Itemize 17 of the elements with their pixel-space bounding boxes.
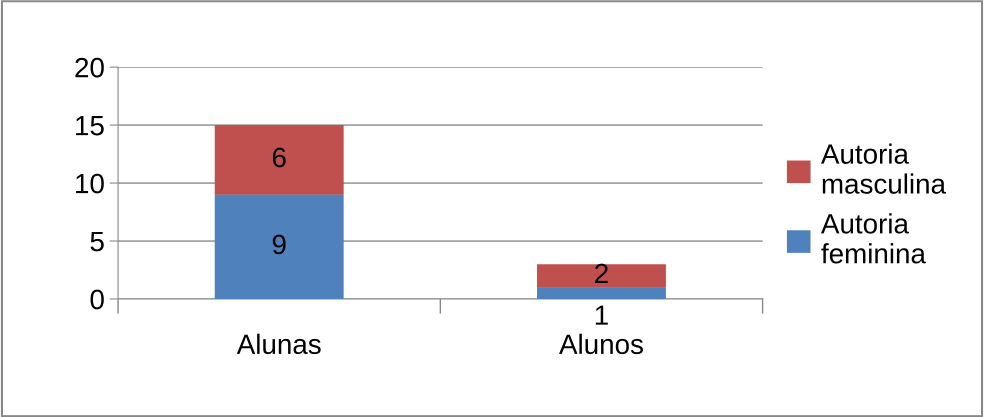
x-tick-label: Alunas <box>236 334 321 354</box>
y-tick-label: 20 <box>75 58 104 78</box>
y-tick-label: 10 <box>76 174 104 194</box>
data-label: 9 <box>272 234 286 254</box>
y-tick-label: 0 <box>90 290 104 310</box>
bar <box>537 287 666 299</box>
data-label: 1 <box>596 306 608 325</box>
y-tick-label: 15 <box>76 116 104 136</box>
legend-label: Autoria feminina <box>820 213 926 264</box>
bar <box>214 194 344 299</box>
data-label: 6 <box>272 148 286 168</box>
bar <box>214 125 344 195</box>
x-tick-label: Alunos <box>559 334 643 354</box>
y-tick-label: 5 <box>90 232 104 252</box>
legend-label: Autoria masculina <box>820 143 946 194</box>
bar <box>537 264 666 288</box>
data-label: 2 <box>595 264 608 283</box>
